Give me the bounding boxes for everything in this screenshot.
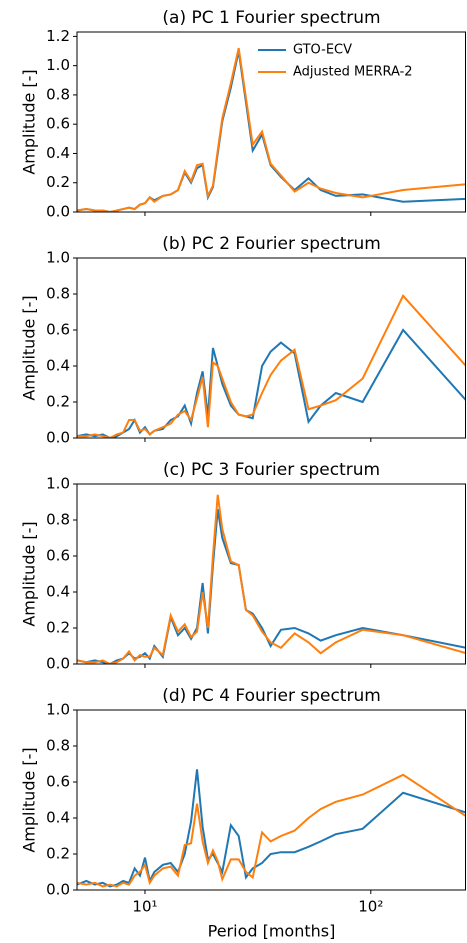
y-tick-label: 0.0 [46, 429, 70, 447]
y-tick-label: 1.0 [46, 56, 70, 74]
x-tick-label: 10² [358, 898, 383, 916]
y-tick-label: 0.4 [46, 809, 70, 827]
legend-label: Adjusted MERRA-2 [293, 65, 413, 80]
plot-frame [76, 483, 466, 665]
x-tick-label: 10¹ [132, 898, 157, 916]
plot-frame [76, 257, 466, 439]
y-tick-label: 0.8 [46, 85, 70, 103]
data-line [77, 509, 466, 664]
y-tick-label: 0.4 [46, 144, 70, 162]
y-axis-label: Amplitude [-] [20, 521, 39, 626]
y-tick-label: 1.0 [46, 701, 70, 719]
y-tick-label: 1.2 [46, 27, 70, 45]
chart-title: (a) PC 1 Fourier spectrum [162, 8, 380, 28]
y-tick-label: 0.2 [46, 619, 70, 637]
legend-label: GTO-ECV [293, 43, 352, 58]
y-tick-label: 0.8 [46, 285, 70, 303]
data-line [77, 494, 466, 664]
y-tick-label: 0.6 [46, 547, 70, 565]
y-axis-label: Amplitude [-] [20, 295, 39, 400]
y-tick-label: 0.0 [46, 203, 70, 221]
y-tick-label: 0.6 [46, 115, 70, 133]
y-tick-label: 0.4 [46, 583, 70, 601]
plot-frame [76, 709, 466, 891]
y-tick-label: 0.2 [46, 393, 70, 411]
data-line [77, 773, 466, 888]
data-line [77, 769, 466, 888]
y-tick-label: 0.8 [46, 737, 70, 755]
y-axis-label: Amplitude [-] [20, 747, 39, 852]
y-tick-label: 0.2 [46, 845, 70, 863]
data-line [77, 294, 466, 438]
data-line [77, 47, 466, 212]
y-tick-label: 0.6 [46, 773, 70, 791]
y-tick-label: 0.8 [46, 511, 70, 529]
chart-title: (b) PC 2 Fourier spectrum [162, 234, 381, 254]
y-axis-label: Amplitude [-] [20, 69, 39, 174]
y-tick-label: 0.0 [46, 881, 70, 899]
x-axis-label: Period [months] [208, 922, 336, 941]
chart-title: (c) PC 3 Fourier spectrum [163, 460, 380, 480]
chart-title: (d) PC 4 Fourier spectrum [162, 686, 381, 706]
y-tick-label: 0.6 [46, 321, 70, 339]
y-tick-label: 1.0 [46, 475, 70, 493]
y-tick-label: 1.0 [46, 249, 70, 267]
y-tick-label: 0.2 [46, 173, 70, 191]
y-tick-label: 0.0 [46, 655, 70, 673]
plot-frame [76, 31, 466, 213]
y-tick-label: 0.4 [46, 357, 70, 375]
